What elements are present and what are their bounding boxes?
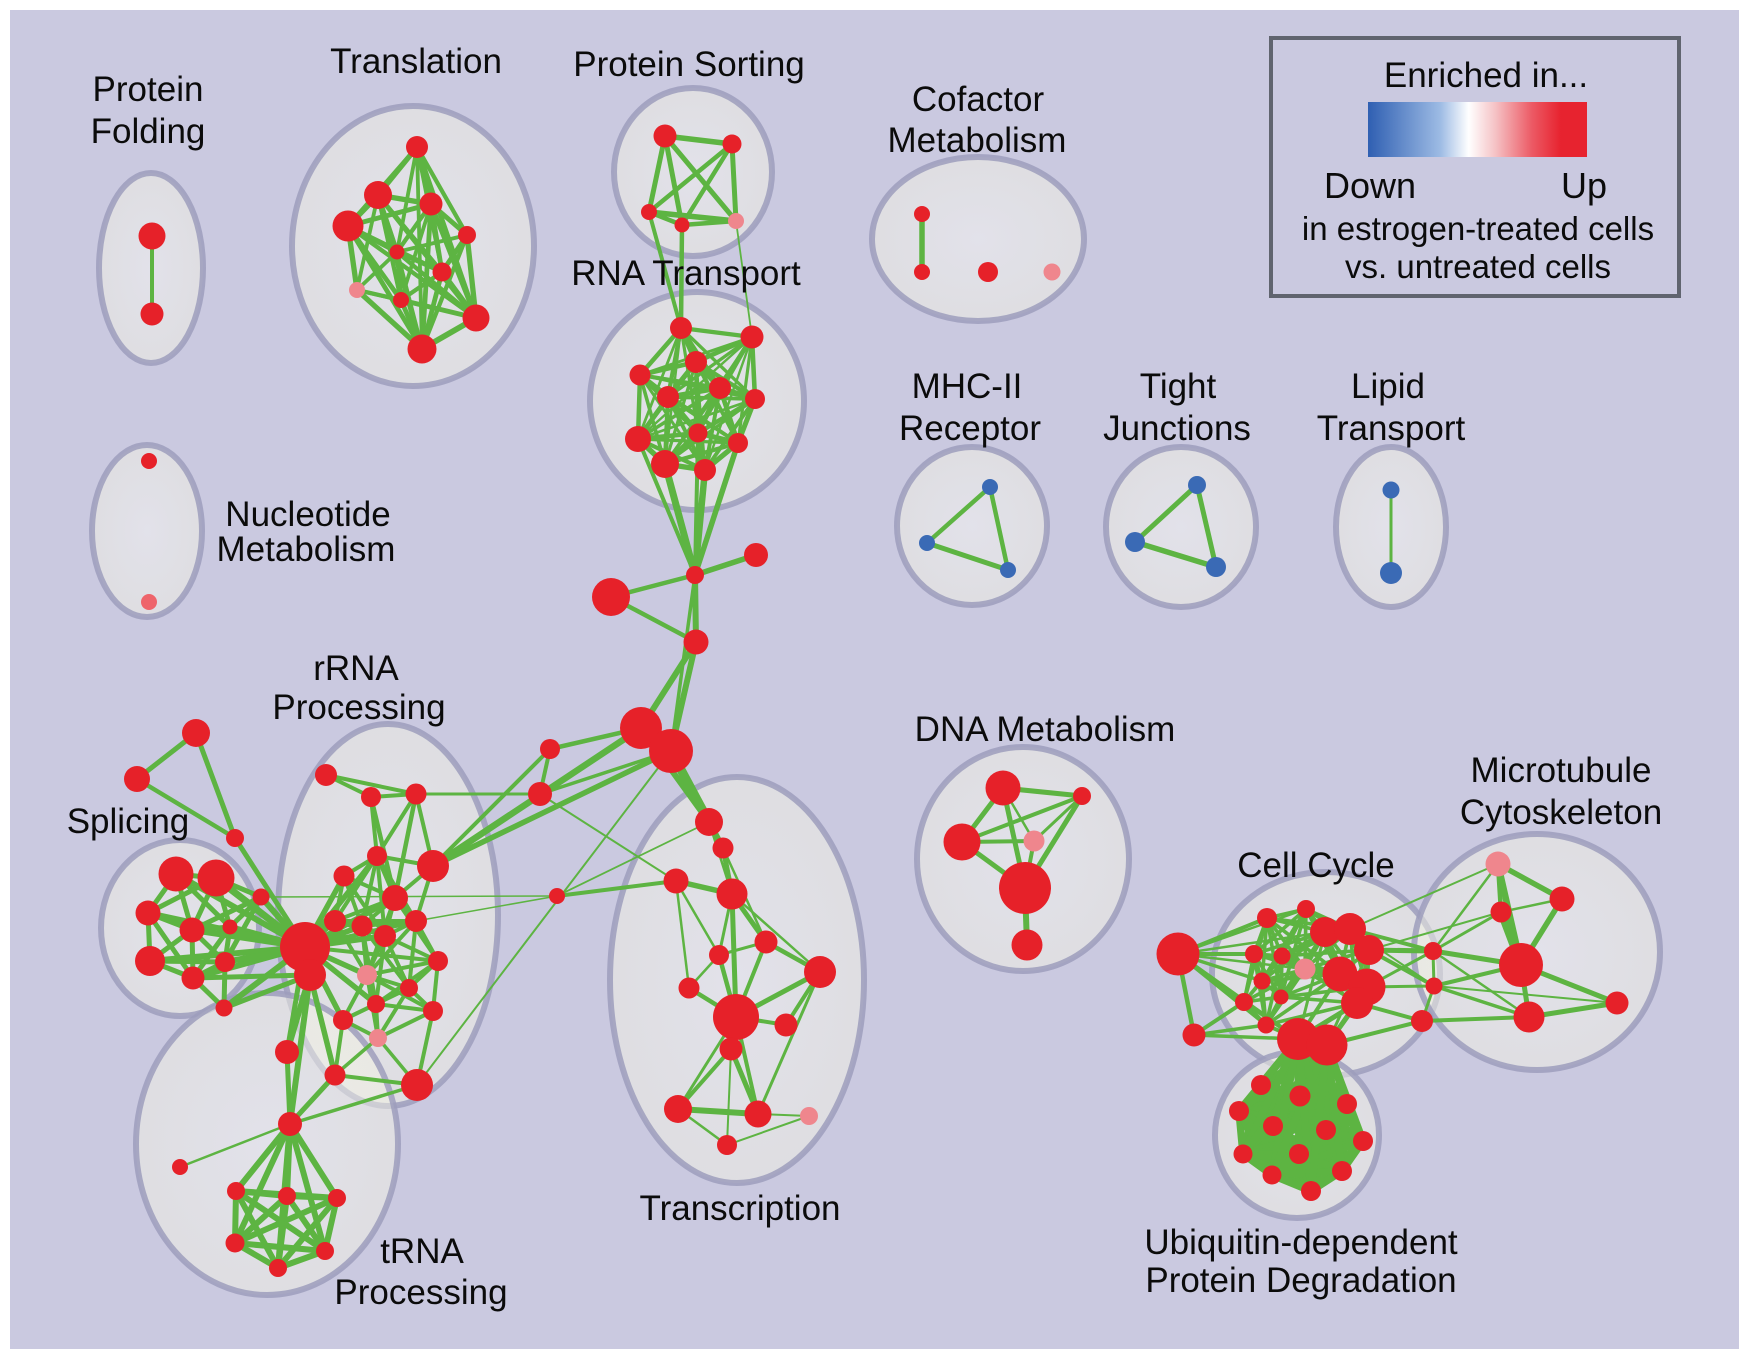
svg-text:Cytoskeleton: Cytoskeleton — [1460, 793, 1662, 832]
svg-text:Ubiquitin-dependent: Ubiquitin-dependent — [1144, 1223, 1458, 1262]
svg-text:tRNA: tRNA — [380, 1232, 464, 1271]
svg-text:Transcription: Transcription — [640, 1189, 841, 1228]
svg-text:vs. untreated cells: vs. untreated cells — [1345, 248, 1611, 285]
svg-text:Protein Degradation: Protein Degradation — [1145, 1261, 1456, 1300]
svg-text:Metabolism: Metabolism — [888, 121, 1067, 160]
svg-text:MHC-II: MHC-II — [912, 367, 1023, 406]
svg-text:Translation: Translation — [330, 42, 502, 81]
svg-text:Protein: Protein — [93, 70, 204, 109]
svg-text:Enriched in...: Enriched in... — [1384, 56, 1588, 95]
svg-text:Transport: Transport — [1317, 409, 1466, 448]
svg-text:Tight: Tight — [1140, 367, 1217, 406]
svg-text:Lipid: Lipid — [1351, 367, 1425, 406]
svg-text:Processing: Processing — [272, 688, 445, 727]
svg-text:Receptor: Receptor — [899, 409, 1041, 448]
svg-text:Nucleotide: Nucleotide — [225, 495, 390, 534]
svg-text:Down: Down — [1324, 165, 1416, 206]
svg-text:Protein Sorting: Protein Sorting — [573, 45, 805, 84]
svg-text:Splicing: Splicing — [67, 802, 190, 841]
svg-text:RNA Transport: RNA Transport — [571, 254, 801, 293]
svg-text:Metabolism: Metabolism — [217, 530, 396, 569]
svg-text:Up: Up — [1561, 165, 1607, 206]
svg-text:Junctions: Junctions — [1103, 409, 1251, 448]
svg-text:DNA Metabolism: DNA Metabolism — [915, 710, 1176, 749]
svg-text:Cell Cycle: Cell Cycle — [1237, 846, 1395, 885]
svg-text:rRNA: rRNA — [313, 649, 399, 688]
svg-text:in estrogen-treated cells: in estrogen-treated cells — [1302, 210, 1654, 247]
svg-text:Folding: Folding — [91, 112, 206, 151]
svg-text:Microtubule: Microtubule — [1471, 751, 1652, 790]
svg-text:Processing: Processing — [334, 1273, 507, 1312]
svg-text:Cofactor: Cofactor — [912, 80, 1045, 119]
